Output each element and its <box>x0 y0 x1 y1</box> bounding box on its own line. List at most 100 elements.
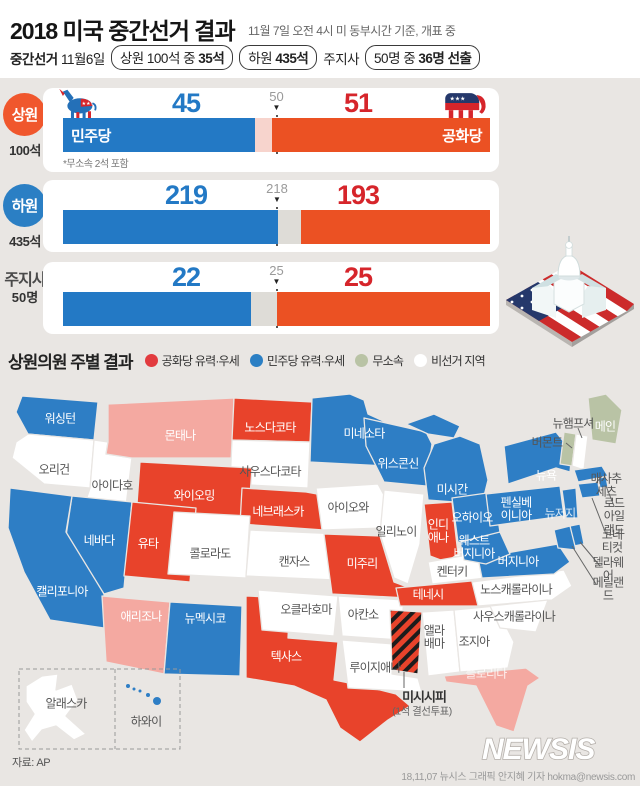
republican-elephant-icon: ★★★ <box>438 86 490 125</box>
svg-text:★★★: ★★★ <box>450 95 466 102</box>
state-label: 인디 애나 <box>427 517 449 545</box>
democrat-donkey-icon: ★★★★ <box>53 88 105 127</box>
legend-item-democrat: 민주당 유력·우세 <box>250 352 345 369</box>
state-label: 캔자스 <box>278 554 311 569</box>
state-label: 네브래스카 <box>252 504 304 519</box>
senate-pill: 상원 100석 중 35석 <box>110 45 234 70</box>
governor-rep-count: 25 <box>343 262 373 292</box>
state-illinois <box>379 489 425 585</box>
state-label: 미주리 <box>346 556 379 571</box>
senate-majority-marker: 50 ▼ <box>257 90 297 113</box>
governor-rep-segment <box>276 292 490 326</box>
nonelection-dot-icon <box>414 354 428 367</box>
state-label: 델라웨어 <box>592 555 625 583</box>
governor-text: 주지사 <box>323 51 360 67</box>
house-chart-card: 219 218 ▼ 193 <box>43 180 499 252</box>
state-label: 앨라 배마 <box>423 623 445 651</box>
state-label: 버지니아 <box>497 554 540 569</box>
state-label: 버몬트 <box>531 435 564 450</box>
state-label: 루이지애나 <box>349 660 401 675</box>
rep-party-label: 공화당 <box>442 128 482 145</box>
data-source: 자료: AP <box>12 757 51 769</box>
independent-dot-icon <box>355 354 369 367</box>
state-connecticut <box>577 481 601 499</box>
state-label: 오리건 <box>38 462 71 477</box>
state-label: 아칸소 <box>347 607 380 622</box>
state-label: 아이오와 <box>327 500 370 515</box>
state-label: 켄터키 <box>436 564 469 579</box>
dem-party-label: 민주당 <box>71 128 111 145</box>
state-florida <box>443 667 541 733</box>
state-label: 조지아 <box>458 634 491 649</box>
governor-chart-card: 22 25 ▼ 25 <box>43 262 499 334</box>
state-label: 노스다코타 <box>244 420 296 435</box>
page-title: 2018 미국 중간선거 결과 <box>10 18 236 44</box>
state-label: 사우스캐롤라이나 <box>473 609 556 624</box>
summary-prefix: 중간선거 11월6일 <box>10 51 105 67</box>
house-pill: 하원 435석 <box>239 45 318 70</box>
majority-number: 50 <box>269 89 284 104</box>
state-south-carolina <box>489 599 549 633</box>
marker-triangle-icon: ▼ <box>272 103 281 112</box>
house-dem-count: 219 <box>164 180 208 210</box>
mississippi-runoff-note: (1석 결선투표) <box>392 705 452 718</box>
house-badge: 하원 <box>3 184 46 227</box>
newsis-logo-text: NEWSIS <box>482 733 595 766</box>
state-oklahoma <box>257 589 339 637</box>
state-label: 뉴저지 <box>544 506 577 521</box>
map-labels-layer: 워싱턴 오리건 아이다호 몬태나 노스다코타 사우스다코타 와이오밍 네브래스카 네바다 유타 콜로… <box>0 386 640 766</box>
state-label: 매사추세츠 <box>590 471 623 499</box>
state-label: 캘리포니아 <box>36 584 88 599</box>
state-pennsylvania <box>485 485 565 527</box>
capitol-flag-illustration <box>498 226 640 353</box>
legend-item-nonelection: 비선거 지역 <box>414 352 486 369</box>
state-maine <box>587 393 623 445</box>
senate-rep-segment <box>272 118 490 152</box>
senate-note: *무소속 2석 포함 <box>63 159 129 170</box>
state-label: 텍사스 <box>270 649 303 664</box>
senate-dem-count: 45 <box>171 88 201 118</box>
map-section-title: 상원의원 주별 결과 <box>8 353 134 372</box>
state-label: 미네소타 <box>343 426 386 441</box>
state-label: 사우스다코타 <box>239 464 301 479</box>
senate-bar <box>63 118 490 152</box>
house-dem-segment <box>63 210 278 244</box>
state-label: 로드 아일랜드 <box>603 495 625 537</box>
marker-triangle-icon: ▼ <box>273 195 281 204</box>
state-west-virginia <box>459 531 511 565</box>
governor-label: 주지사 <box>4 272 46 289</box>
state-label: 미시간 <box>436 482 469 497</box>
newsis-logo: NEWSIS <box>480 732 630 771</box>
state-label: 하와이 <box>130 714 163 729</box>
state-label: 와이오밍 <box>173 488 216 503</box>
majority-number: 25 <box>269 263 284 278</box>
house-bar <box>63 210 490 244</box>
state-label: 노스캐롤라이나 <box>480 582 552 597</box>
democrat-dot-icon <box>250 354 263 367</box>
state-label: 테네시 <box>412 587 445 602</box>
page-subtitle: 11월 7일 오전 4시 미 동부시간 기준, 개표 중 <box>248 24 456 38</box>
legend-item-republican: 공화당 유력·우세 <box>144 352 240 369</box>
legend-item-independent: 무소속 <box>355 352 404 369</box>
state-label: 알래스카 <box>45 696 88 711</box>
house-rep-segment <box>300 210 490 244</box>
state-label: 유타 <box>137 536 159 551</box>
state-massachusetts <box>573 465 609 483</box>
mississippi-callout-label: 미시시피 <box>402 689 447 705</box>
state-hawaii <box>126 684 161 705</box>
state-label: 뉴멕시코 <box>184 611 227 626</box>
senate-dem-segment <box>63 118 256 152</box>
state-new-mexico <box>163 601 243 677</box>
state-alaska <box>23 673 87 743</box>
state-label: 펜실베 이니아 <box>500 495 533 523</box>
state-mississippi <box>389 609 423 675</box>
marker-triangle-icon: ▼ <box>272 277 281 286</box>
senate-total: 100석 <box>9 143 41 158</box>
credit-line: 18,11,07 뉴시스 그래픽 안지혜 기자 hokma@newsis.com <box>401 772 635 783</box>
state-label: 뉴햄프셔 <box>552 416 595 431</box>
house-rep-count: 193 <box>336 180 380 210</box>
map-section-header: 상원의원 주별 결과 공화당 유력·우세 민주당 유력·우세 무소속 비선거 지… <box>8 348 638 373</box>
governor-dem-count: 22 <box>171 262 201 292</box>
state-label: 메릴랜드 <box>592 575 625 603</box>
